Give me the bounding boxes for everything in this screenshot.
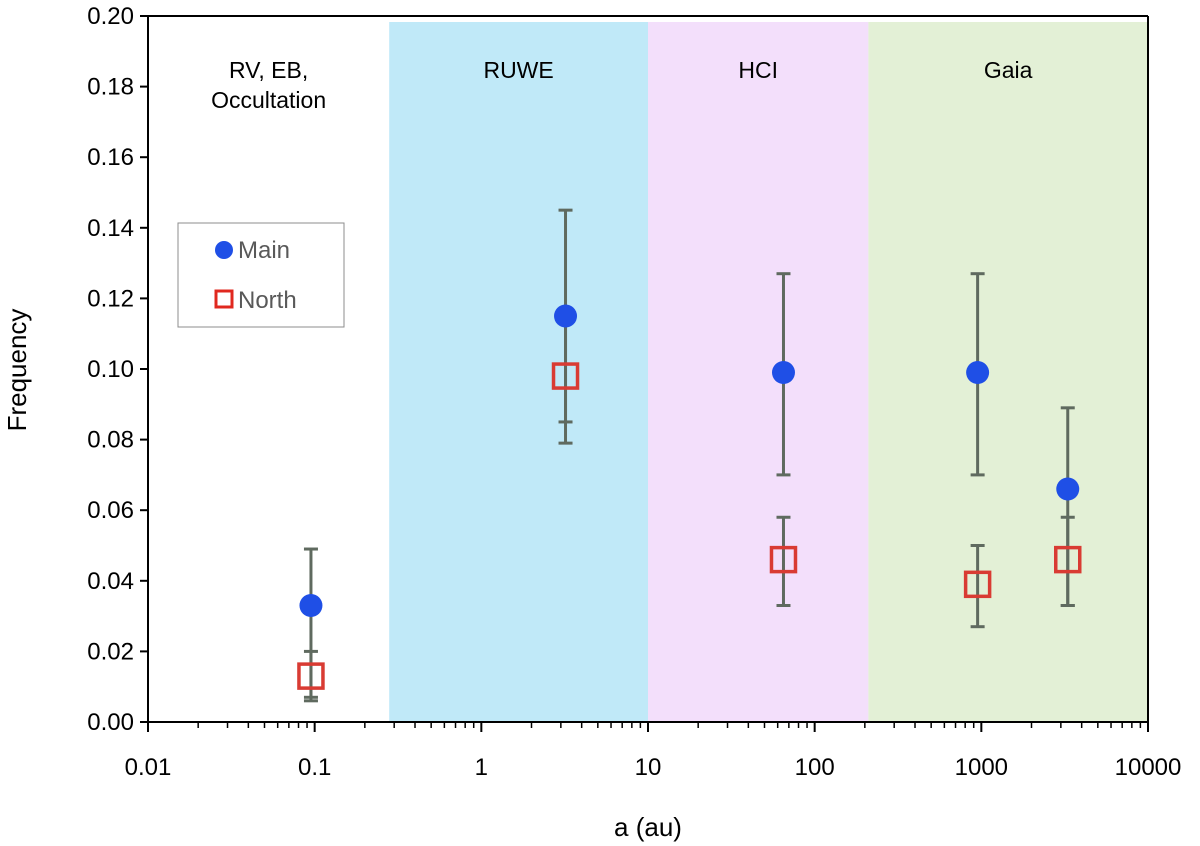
point-main-0 [299,594,323,618]
region-band-3 [868,22,1148,722]
region-label-2-line-0: HCI [738,57,778,83]
y-tick-label-2: 0.04 [87,568,134,595]
point-north-0 [297,662,325,690]
point-main-4 [1056,477,1080,501]
x-tick-label-2: 1 [475,754,488,781]
legend: Main North [177,222,345,328]
y-tick-label-1: 0.02 [87,638,134,665]
region-band-1 [389,22,648,722]
y-tick-label-9: 0.18 [87,74,134,101]
legend-main-label: Main [238,237,290,264]
legend-north-marker [214,289,234,309]
region-labels: RV, EB, Occultation RUWE HCI Gaia [211,57,1033,113]
y-tick-label-4: 0.08 [87,427,134,454]
region-label-1-line-0: RUWE [483,57,553,83]
x-tick-label-3: 10 [635,754,662,781]
x-tick-label-6: 10000 [1115,754,1182,781]
region-label-0-line-1: Occultation [211,87,326,113]
x-axis-label: a (au) [614,812,682,842]
point-north-2 [769,545,798,574]
point-north-1 [551,362,580,390]
legend-north-label: North [238,287,297,314]
y-tick-label-3: 0.06 [87,497,134,524]
legend-main-marker [215,241,233,259]
x-tick-label-4: 100 [795,754,835,781]
legend-box [177,222,345,328]
point-main-2 [771,361,795,385]
point-north-3 [963,570,992,599]
y-tick-label-10: 0.20 [87,3,134,30]
point-main-1 [554,304,578,328]
region-band-0 [148,22,390,722]
region-bands [148,22,1148,722]
y-tick-label-7: 0.14 [87,215,134,242]
y-axis-label: Frequency [2,309,32,432]
point-main-3 [966,361,990,385]
region-label-0-line-0: RV, EB, [229,57,308,83]
x-tick-label-5: 1000 [955,754,1008,781]
y-tick-label-8: 0.16 [87,144,134,171]
data-markers [297,304,1082,690]
y-tick-label-6: 0.12 [87,285,134,312]
region-label-3-line-0: Gaia [984,57,1033,83]
y-tick-label-5: 0.10 [87,356,134,383]
y-tick-label-0: 0.00 [87,709,134,736]
x-tick-label-1: 0.1 [298,754,331,781]
point-north-4 [1054,545,1082,574]
ticks: 0.00 0.02 0.04 0.06 0.08 0.10 0.12 0.14 0.16 0.18… [87,3,1181,781]
x-tick-label-0: 0.01 [125,754,172,781]
region-band-2 [648,22,869,722]
